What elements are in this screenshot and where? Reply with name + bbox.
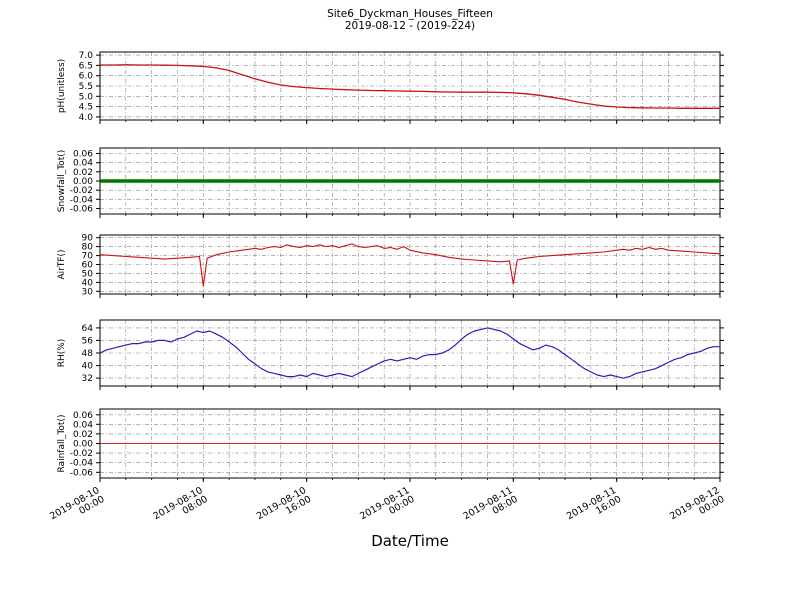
ytick-label: 0.06 <box>73 411 93 421</box>
ytick-label: 50 <box>82 269 94 279</box>
ytick-label: 0.00 <box>73 177 93 187</box>
ytick-label: -0.02 <box>70 186 93 196</box>
xtick-label: 2019-08-1000:00 <box>48 485 106 531</box>
ytick-label: -0.06 <box>70 468 94 478</box>
ytick-label: 64 <box>82 324 94 334</box>
subplot-pH: 7.06.56.05.55.04.54.0 pH(unitless) <box>57 51 724 124</box>
y-axis-label: Rainfall_Tot() <box>57 415 67 473</box>
xtick-label: 2019-08-1008:00 <box>151 485 209 531</box>
subplot-Rainfall_Tot: 0.060.040.020.00-0.02-0.04-0.06Rainfall_… <box>57 408 724 482</box>
ytick-label: 48 <box>82 349 94 359</box>
ytick-label: 0.06 <box>73 150 93 160</box>
y-axis-label: RH(%) <box>57 339 67 368</box>
xtick-label: 2019-08-1200:00 <box>668 485 726 531</box>
ytick-label: 56 <box>82 336 94 346</box>
xtick-label: 2019-08-1016:00 <box>255 485 313 531</box>
subplot-RH: 64 56 48 40 32 RH(%) <box>57 319 724 390</box>
xtick-label: 2019-08-1100:00 <box>358 485 416 531</box>
ytick-label: 80 <box>82 243 94 253</box>
y-axis-label: Snowfall_Tot() <box>57 150 67 213</box>
ytick-label: 70 <box>82 252 94 262</box>
ytick-label: 90 <box>82 234 94 244</box>
axes-border <box>99 51 721 121</box>
ytick-label: 30 <box>82 287 94 297</box>
ytick-label: 0.02 <box>73 168 93 178</box>
xtick-label: 2019-08-1108:00 <box>461 485 519 531</box>
ytick-label: 0.04 <box>73 420 93 430</box>
ytick-label: 32 <box>82 374 93 384</box>
ytick-label: 0.00 <box>73 440 93 450</box>
ytick-label: 6.5 <box>79 61 93 71</box>
series-line-AirTF <box>99 243 721 287</box>
series-line-RH <box>99 327 720 379</box>
xtick-label: 2019-08-1116:00 <box>565 485 623 531</box>
y-axis-label: AirTF() <box>57 249 67 279</box>
chart-subtitle: 2019-08-12 - (2019-224) <box>344 20 476 32</box>
ytick-label: -0.04 <box>70 459 94 469</box>
ytick-label: 4.0 <box>79 113 94 123</box>
x-axis-label: Date/Time <box>371 532 449 550</box>
ytick-label: 0.02 <box>73 430 93 440</box>
ytick-label: 5.5 <box>79 82 93 92</box>
ytick-label: 6.0 <box>79 72 94 82</box>
ytick-label: -0.02 <box>70 449 93 459</box>
x-tick-labels: 2019-08-1000:00 2019-08-1008:00 2019-08-10… <box>48 485 726 531</box>
ytick-label: 5.0 <box>79 92 94 102</box>
ytick-label: 0.04 <box>73 159 93 169</box>
chart-title: Site6_Dyckman_Houses_Fifteen <box>327 8 493 20</box>
ytick-label: 60 <box>82 261 94 271</box>
ytick-label: -0.04 <box>70 195 94 205</box>
axes-border <box>99 234 721 295</box>
ytick-label: 4.5 <box>79 103 93 113</box>
ytick-label: 40 <box>82 278 94 288</box>
series-line-pH <box>100 64 720 109</box>
ytick-label: 40 <box>82 362 94 372</box>
subplot-Snowfall_Tot: 0.060.040.020.00-0.02-0.04-0.06Snowfall_… <box>57 147 724 218</box>
ytick-label: -0.06 <box>70 205 94 215</box>
y-axis-label: pH(unitless) <box>57 59 67 113</box>
ytick-label: 7.0 <box>79 51 94 61</box>
